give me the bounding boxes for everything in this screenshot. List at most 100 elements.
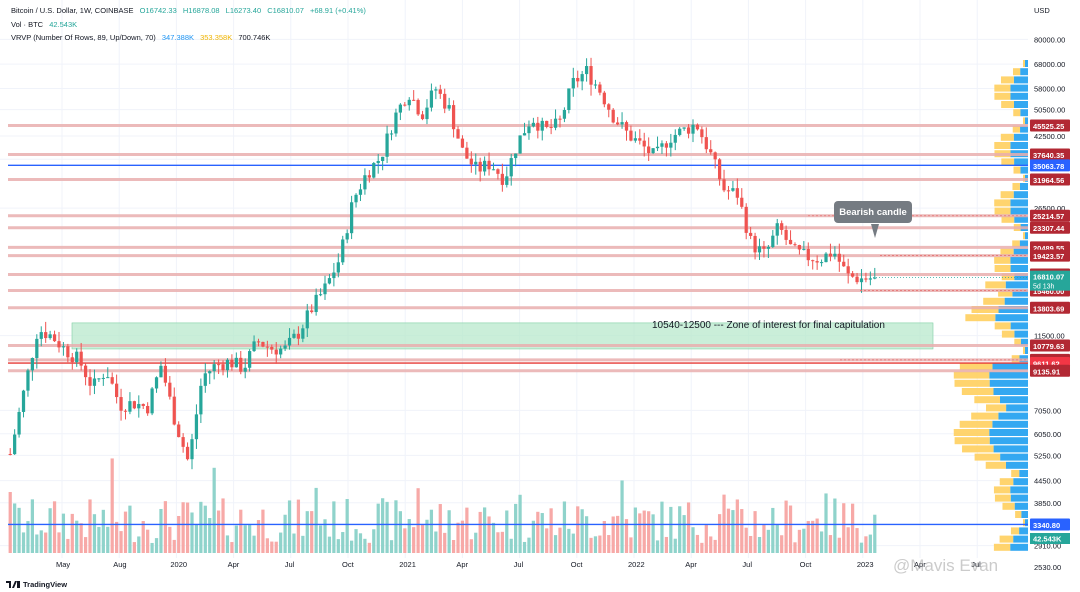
candle-body [123, 410, 128, 412]
candle-body [44, 332, 48, 339]
ohlc-open: O16742.33 [139, 6, 177, 15]
profile-bar-down [1012, 240, 1020, 248]
candle-body [797, 245, 802, 250]
volume-bar [793, 542, 797, 553]
volume-bar [407, 519, 411, 553]
volume-bar [279, 532, 283, 553]
candle-body [39, 332, 43, 339]
tradingview-logo[interactable]: TradingView [6, 580, 67, 589]
candle-body [221, 364, 225, 371]
candle-body [465, 147, 469, 159]
price-level-value: 35063.78 [1033, 162, 1064, 171]
candle-body [128, 401, 132, 412]
candle-body [243, 367, 247, 372]
candle-body [509, 158, 513, 177]
profile-bar-down [1001, 101, 1014, 108]
volume-bar [199, 501, 203, 553]
candle-body [824, 253, 828, 263]
volume-bar [695, 534, 700, 553]
candle-body [252, 341, 256, 352]
volume-bar [806, 521, 810, 553]
y-tick-label: 42500.00 [1034, 132, 1065, 141]
profile-bar-up [992, 363, 1028, 371]
x-tick-label: Apr [228, 560, 240, 569]
candle-body [806, 248, 810, 261]
candle-body [265, 346, 269, 348]
vrvp-legend[interactable]: VRVP (Number Of Rows, 89, Up/Down, 70) 3… [11, 33, 274, 42]
candle-body [26, 370, 30, 391]
profile-bar-up [1010, 543, 1028, 551]
profile-bar-up [1013, 248, 1028, 256]
candle-body [239, 357, 243, 372]
profile-bar-up [1010, 486, 1028, 494]
candle-body [483, 160, 487, 172]
volume-bar [274, 541, 278, 553]
candle-body [168, 382, 172, 397]
candle-body [119, 397, 123, 411]
candle-body [97, 378, 101, 380]
currency-label: USD [1034, 6, 1050, 15]
candle-body [88, 377, 92, 386]
volume-bar [106, 526, 110, 553]
volume-bar [824, 493, 828, 553]
volume-bar [159, 508, 163, 553]
volume-bar [203, 505, 207, 553]
profile-bar-down [1001, 158, 1015, 166]
symbol-legend[interactable]: Bitcoin / U.S. Dollar, 1W, COINBASE O167… [11, 6, 370, 15]
candle-body [713, 152, 717, 160]
x-tick-label: Apr [914, 560, 926, 569]
volume-bar [57, 532, 61, 553]
volume-bar [443, 532, 447, 553]
candle-body [669, 142, 673, 148]
candle-body [815, 261, 819, 263]
profile-bar-down [961, 388, 994, 395]
volume-bar [128, 505, 132, 553]
volume-bar [855, 528, 859, 553]
candle-body [398, 104, 402, 113]
candle-body [8, 453, 12, 455]
profile-bar-up [989, 429, 1028, 436]
volume-bar [26, 521, 30, 553]
candle-body [496, 169, 500, 174]
volume-bar [301, 535, 305, 553]
volume-bar [673, 538, 677, 553]
volume-bar [744, 527, 748, 553]
volume-bar [212, 467, 216, 553]
profile-bar-down [983, 297, 1005, 305]
volume-bar [110, 458, 114, 553]
candle-body [230, 359, 234, 368]
candle-body [864, 278, 868, 280]
candle-body [159, 365, 163, 378]
profile-bar-down [993, 543, 1011, 551]
candle-body [70, 357, 74, 363]
profile-bar-up [1005, 281, 1028, 289]
profile-bar-down [993, 486, 1011, 494]
candle-body [478, 161, 482, 172]
profile-bar-down [953, 371, 990, 379]
price-level-value: 3340.80 [1033, 521, 1060, 530]
candle-body [802, 248, 806, 250]
volume-bar [580, 509, 584, 553]
volume-bar [425, 519, 429, 553]
volume-bar [837, 537, 841, 553]
volume-bar [726, 508, 731, 553]
candle-body [110, 377, 114, 384]
volume-bar [753, 511, 757, 553]
volume-bar [35, 534, 39, 553]
volume-bar [651, 514, 655, 553]
candle-body [766, 246, 770, 249]
profile-bar-up [1010, 265, 1028, 272]
volume-legend[interactable]: Vol · BTC 42.543K [11, 20, 81, 29]
y-tick-label: 2910.00 [1034, 542, 1061, 551]
vrvp-label: VRVP (Number Of Rows, 89, Up/Down, 70) [11, 33, 156, 42]
volume-bar [859, 542, 864, 553]
x-tick-label: Oct [342, 560, 355, 569]
volume-bar [465, 507, 469, 553]
y-tick-label: 11500.00 [1034, 332, 1065, 341]
profile-bar-down [985, 461, 1006, 469]
author-watermark: @Mavis Evan [893, 556, 999, 575]
volume-bar [318, 525, 323, 553]
candle-body [647, 146, 651, 154]
candle-body [460, 138, 465, 148]
